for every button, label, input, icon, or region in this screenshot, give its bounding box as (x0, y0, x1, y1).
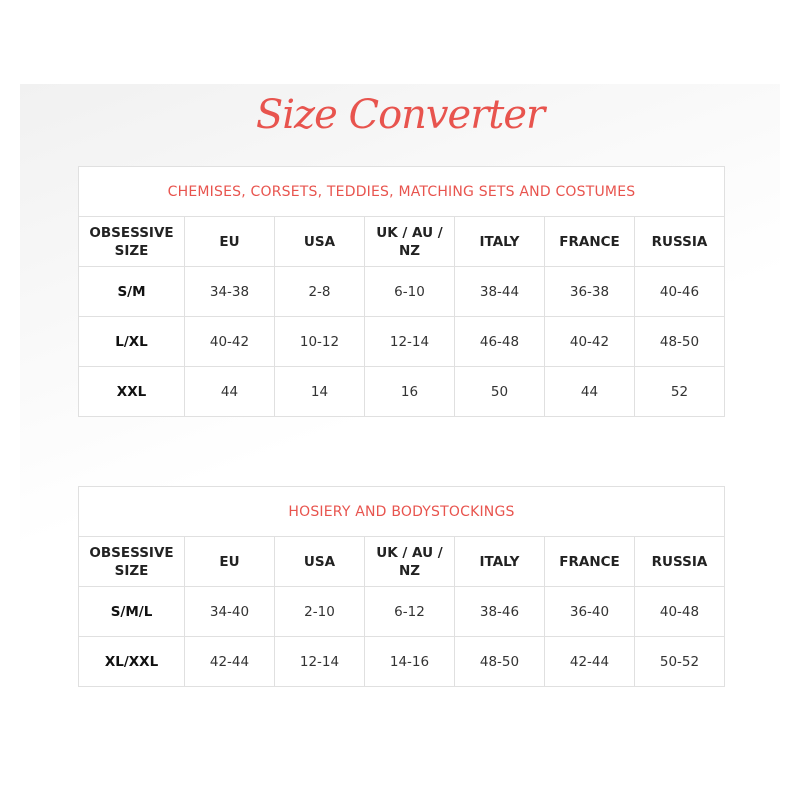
table-cell: 36-40 (544, 586, 635, 637)
table-cell: 38-46 (454, 586, 545, 637)
table-cell: 40-48 (634, 586, 725, 637)
table-row: S/M/L 34-40 2-10 6-12 38-46 36-40 40-48 (78, 586, 725, 637)
table-cell: 42-44 (184, 636, 275, 687)
table-caption: HOSIERY AND BODYSTOCKINGS (78, 486, 725, 537)
size-label: S/M/L (78, 586, 185, 637)
table-cell: 38-44 (454, 266, 545, 317)
table-cell: 2-8 (274, 266, 365, 317)
column-header: UK / AU / NZ (364, 216, 455, 267)
column-header: EU (184, 216, 275, 267)
table-row: S/M 34-38 2-8 6-10 38-44 36-38 40-46 (78, 266, 725, 317)
table-cell: 50 (454, 366, 545, 417)
table-cell: 34-38 (184, 266, 275, 317)
table-cell: 2-10 (274, 586, 365, 637)
size-label: L/XL (78, 316, 185, 367)
table-cell: 40-42 (184, 316, 275, 367)
table-cell: 14-16 (364, 636, 455, 687)
column-header: ITALY (454, 536, 545, 587)
table-cell: 42-44 (544, 636, 635, 687)
column-header: FRANCE (544, 536, 635, 587)
table-cell: 12-14 (364, 316, 455, 367)
column-header: RUSSIA (634, 536, 725, 587)
table-cell: 34-40 (184, 586, 275, 637)
header-row: OBSESSIVE SIZE EU USA UK / AU / NZ ITALY FRAN… (78, 536, 725, 587)
table-cell: 14 (274, 366, 365, 417)
table-cell: 40-42 (544, 316, 635, 367)
table-cell: 6-10 (364, 266, 455, 317)
table-row: XXL 44 14 16 50 44 52 (78, 366, 725, 417)
table-caption: CHEMISES, CORSETS, TEDDIES, MATCHING SET… (78, 166, 725, 217)
table-cell: 40-46 (634, 266, 725, 317)
table-cell: 44 (544, 366, 635, 417)
table-cell: 12-14 (274, 636, 365, 687)
size-label: XL/XXL (78, 636, 185, 687)
column-header: OBSESSIVE SIZE (78, 216, 185, 267)
table-cell: 46-48 (454, 316, 545, 367)
size-table-hosiery: HOSIERY AND BODYSTOCKINGS OBSESSIVE SIZE E… (78, 486, 725, 687)
column-header: EU (184, 536, 275, 587)
column-header: ITALY (454, 216, 545, 267)
table-cell: 10-12 (274, 316, 365, 367)
column-header: OBSESSIVE SIZE (78, 536, 185, 587)
size-label: S/M (78, 266, 185, 317)
table-cell: 44 (184, 366, 275, 417)
table-cell: 36-38 (544, 266, 635, 317)
table-row: L/XL 40-42 10-12 12-14 46-48 40-42 48-50 (78, 316, 725, 367)
column-header: RUSSIA (634, 216, 725, 267)
column-header: FRANCE (544, 216, 635, 267)
column-header: UK / AU / NZ (364, 536, 455, 587)
column-header: USA (274, 216, 365, 267)
size-table-chemises: CHEMISES, CORSETS, TEDDIES, MATCHING SET… (78, 166, 725, 417)
table-cell: 48-50 (634, 316, 725, 367)
table-cell: 48-50 (454, 636, 545, 687)
header-row: OBSESSIVE SIZE EU USA UK / AU / NZ ITALY FRAN… (78, 216, 725, 267)
page-title: Size Converter (255, 92, 545, 138)
table-row: XL/XXL 42-44 12-14 14-16 48-50 42-44 50-52 (78, 636, 725, 687)
size-label: XXL (78, 366, 185, 417)
table-cell: 52 (634, 366, 725, 417)
table-cell: 16 (364, 366, 455, 417)
column-header: USA (274, 536, 365, 587)
table-cell: 6-12 (364, 586, 455, 637)
table-cell: 50-52 (634, 636, 725, 687)
